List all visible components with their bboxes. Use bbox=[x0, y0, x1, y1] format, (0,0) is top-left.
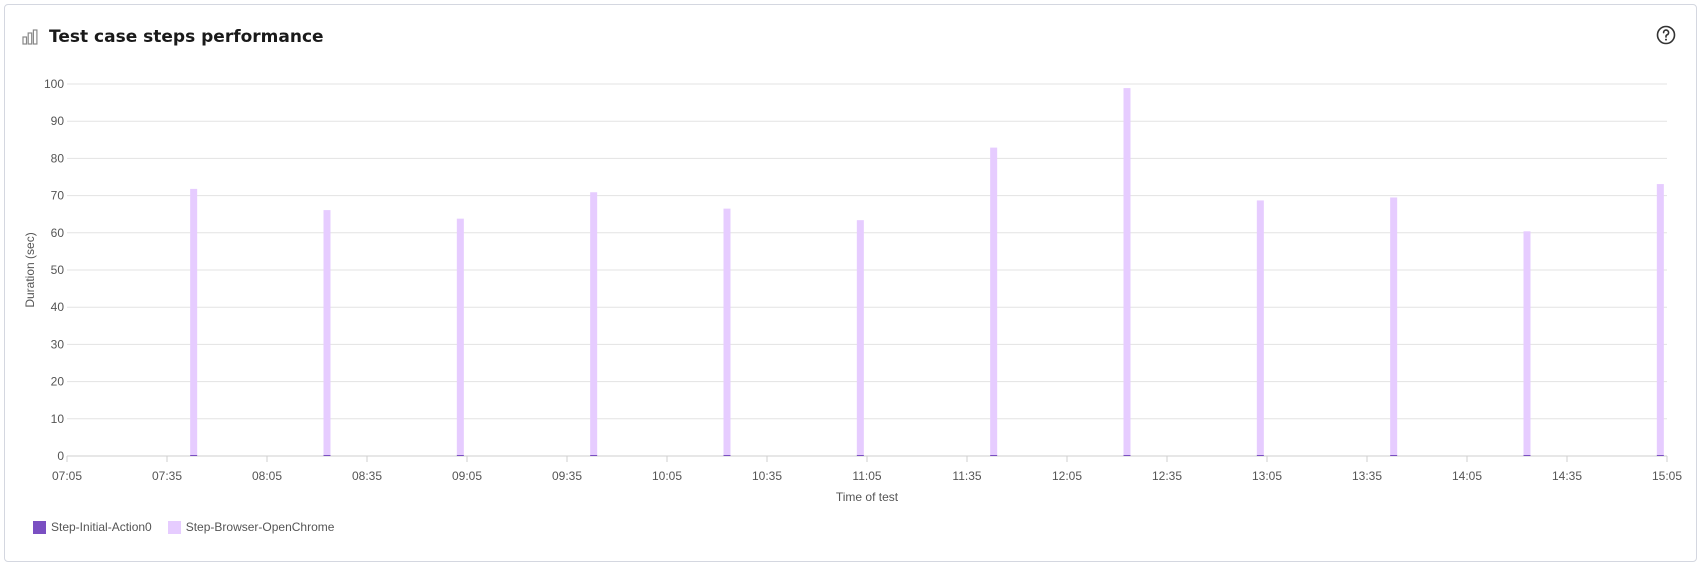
bar-step-initial-action0 bbox=[1390, 454, 1398, 456]
bar-step-browser-openchrome bbox=[456, 218, 464, 455]
bar-step-initial-action0 bbox=[1123, 454, 1131, 456]
y-tick-label: 100 bbox=[44, 77, 64, 91]
x-tick-label: 13:35 bbox=[1352, 469, 1382, 483]
chart-legend: Step-Initial-Action0 Step-Browser-OpenCh… bbox=[33, 520, 350, 534]
legend-label: Step-Browser-OpenChrome bbox=[185, 520, 335, 534]
card-header: Test case steps performance bbox=[21, 25, 324, 49]
bar-step-browser-openchrome bbox=[1390, 197, 1398, 455]
bar-step-initial-action0 bbox=[323, 454, 331, 456]
x-tick-label: 15:05 bbox=[1652, 469, 1682, 483]
x-tick-label: 11:35 bbox=[952, 469, 981, 483]
x-tick-label: 10:05 bbox=[652, 469, 682, 483]
x-axis-title: Time of test bbox=[836, 490, 899, 504]
bar-step-initial-action0 bbox=[1656, 454, 1664, 456]
bar-step-browser-openchrome bbox=[323, 210, 331, 455]
y-tick-label: 70 bbox=[51, 189, 65, 203]
bar-step-initial-action0 bbox=[723, 454, 731, 456]
y-tick-label: 60 bbox=[51, 226, 65, 240]
x-tick-label: 14:35 bbox=[1552, 469, 1582, 483]
y-tick-label: 0 bbox=[57, 449, 64, 463]
bar-step-browser-openchrome bbox=[856, 220, 864, 455]
x-tick-label: 07:35 bbox=[152, 469, 182, 483]
bar-step-initial-action0 bbox=[856, 454, 864, 456]
bar-step-initial-action0 bbox=[1256, 454, 1264, 456]
bar-step-initial-action0 bbox=[1523, 454, 1531, 456]
bar-step-initial-action0 bbox=[990, 454, 998, 456]
x-tick-label: 09:05 bbox=[452, 469, 482, 483]
bar-step-browser-openchrome bbox=[190, 188, 198, 455]
legend-label: Step-Initial-Action0 bbox=[51, 520, 152, 534]
bar-step-browser-openchrome bbox=[723, 208, 731, 455]
x-tick-label: 14:05 bbox=[1452, 469, 1482, 483]
legend-item-initial-action[interactable]: Step-Initial-Action0 bbox=[33, 520, 152, 534]
page-title: Test case steps performance bbox=[49, 27, 324, 47]
x-tick-label: 08:35 bbox=[352, 469, 382, 483]
x-tick-label: 12:35 bbox=[1152, 469, 1182, 483]
legend-item-browser-openchrome[interactable]: Step-Browser-OpenChrome bbox=[167, 520, 335, 534]
y-axis-title: Duration (sec) bbox=[23, 232, 37, 307]
bar-step-initial-action0 bbox=[590, 454, 598, 456]
bar-step-browser-openchrome bbox=[1256, 200, 1264, 455]
y-tick-label: 50 bbox=[51, 263, 65, 277]
bar-chart-icon bbox=[22, 29, 38, 45]
bar-step-initial-action0 bbox=[456, 454, 464, 456]
help-circle-icon[interactable] bbox=[1654, 23, 1678, 47]
y-tick-label: 40 bbox=[51, 300, 65, 314]
bar-step-browser-openchrome bbox=[1123, 88, 1131, 455]
y-tick-label: 30 bbox=[51, 337, 65, 351]
x-tick-label: 12:05 bbox=[1052, 469, 1082, 483]
x-tick-label: 09:35 bbox=[552, 469, 582, 483]
y-tick-label: 10 bbox=[51, 412, 65, 426]
bar-step-initial-action0 bbox=[190, 454, 198, 456]
y-tick-label: 90 bbox=[51, 114, 65, 128]
x-tick-label: 11:05 bbox=[852, 469, 881, 483]
y-tick-label: 20 bbox=[51, 375, 65, 389]
x-tick-label: 08:05 bbox=[252, 469, 282, 483]
bar-step-browser-openchrome bbox=[990, 147, 998, 455]
legend-swatch bbox=[33, 520, 46, 534]
x-tick-label: 13:05 bbox=[1252, 469, 1282, 483]
legend-swatch bbox=[167, 520, 181, 534]
x-tick-label: 07:05 bbox=[52, 469, 82, 483]
bar-step-browser-openchrome bbox=[1656, 184, 1664, 455]
y-tick-label: 80 bbox=[51, 151, 65, 165]
x-tick-label: 10:35 bbox=[752, 469, 782, 483]
bar-step-browser-openchrome bbox=[590, 192, 598, 455]
chart-card: Test case steps performance bbox=[4, 4, 1697, 562]
bar-step-browser-openchrome bbox=[1523, 231, 1531, 455]
